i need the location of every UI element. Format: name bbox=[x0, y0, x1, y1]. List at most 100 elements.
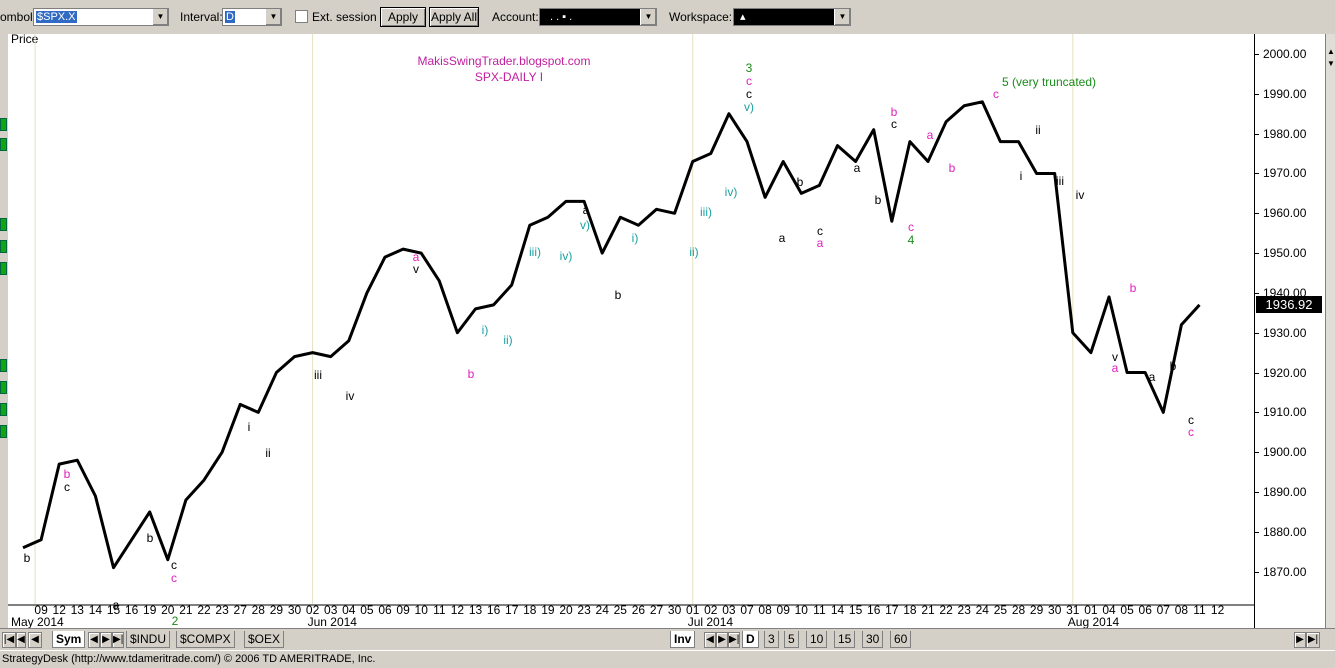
price-chart[interactable]: Price MakisSwingTrader.blogspot.com SPX-… bbox=[8, 32, 1254, 629]
apply-button[interactable]: Apply bbox=[380, 7, 426, 27]
chevron-down-icon[interactable]: ▼ bbox=[152, 9, 168, 25]
first-page-icon[interactable]: |◀ bbox=[2, 632, 16, 648]
account-value: . . ▪ . bbox=[550, 11, 573, 23]
chart-area[interactable]: Price MakisSwingTrader.blogspot.com SPX-… bbox=[8, 32, 1254, 629]
interval-value: D bbox=[225, 11, 235, 23]
tab-interval-10[interactable]: 10 bbox=[806, 631, 828, 648]
wave-label: b bbox=[1130, 281, 1137, 295]
date-tick-label: 01 bbox=[686, 603, 700, 617]
tab-interval-60[interactable]: 60 bbox=[890, 631, 912, 648]
price-tick-mark bbox=[1255, 133, 1259, 135]
wave-label: 5 (very truncated) bbox=[1002, 75, 1096, 89]
interval-last-icon[interactable]: ▶| bbox=[728, 632, 740, 648]
tool-icon[interactable] bbox=[0, 118, 7, 131]
date-tick-label: 24 bbox=[976, 603, 990, 617]
wave-label: 4 bbox=[908, 233, 915, 247]
tool-icon[interactable] bbox=[0, 381, 7, 394]
tab-compx[interactable]: $COMPX bbox=[176, 631, 235, 648]
tab-interval-5[interactable]: 5 bbox=[784, 631, 799, 648]
price-tick-mark bbox=[1255, 332, 1259, 334]
tool-icon[interactable] bbox=[0, 403, 7, 416]
wave-label: ii bbox=[265, 446, 270, 460]
tab-oex[interactable]: $OEX bbox=[244, 631, 285, 648]
symbol-combo[interactable]: $SPX.X ▼ bbox=[33, 8, 169, 26]
chevron-down-icon[interactable]: ▼ bbox=[834, 9, 850, 25]
status-bar: StrategyDesk (http://www.tdameritrade.co… bbox=[0, 650, 1335, 667]
date-tick-label: 26 bbox=[632, 603, 646, 617]
wave-label: ii) bbox=[689, 245, 698, 259]
workspace-combo[interactable]: ▴ ▼ bbox=[733, 8, 851, 26]
price-axis[interactable]: 2000.00 1990.00 1980.00 1970.00 1960.00 1950.… bbox=[1254, 34, 1326, 628]
hscroll-next-icon[interactable]: ▶ bbox=[1294, 632, 1306, 648]
prev-icon[interactable]: ◀ bbox=[28, 632, 42, 648]
tab-last-icon[interactable]: ▶| bbox=[112, 632, 124, 648]
date-tick-label: 05 bbox=[1120, 603, 1134, 617]
wave-label: b bbox=[1170, 359, 1177, 373]
wave-label: b bbox=[615, 288, 622, 302]
toolbar: ombol: $SPX.X ▼ Interval: D ▼ Ext. sessi… bbox=[0, 0, 1335, 34]
ext-session-checkbox[interactable] bbox=[295, 10, 308, 23]
tool-icon[interactable] bbox=[0, 359, 7, 372]
date-tick-label: 28 bbox=[252, 603, 266, 617]
scroll-down-icon[interactable]: ▼ bbox=[1327, 59, 1335, 68]
tab-interval-30[interactable]: 30 bbox=[862, 631, 884, 648]
wave-label: iii bbox=[314, 368, 322, 382]
month-label: Jul 2014 bbox=[688, 615, 734, 628]
date-tick-label: 28 bbox=[1012, 603, 1026, 617]
wave-label: i bbox=[1020, 169, 1023, 183]
date-tick-label: 11 bbox=[433, 603, 446, 617]
date-tick-label: 02 bbox=[306, 603, 320, 617]
account-combo[interactable]: . . ▪ . ▼ bbox=[539, 8, 657, 26]
wave-label: b bbox=[24, 551, 31, 565]
wave-label: iv bbox=[346, 389, 355, 403]
date-tick-label: 15 bbox=[849, 603, 863, 617]
price-tick-mark bbox=[1255, 292, 1259, 294]
tool-icon[interactable] bbox=[0, 138, 7, 151]
date-tick-label: 04 bbox=[1102, 603, 1116, 617]
date-tick-label: 08 bbox=[758, 603, 772, 617]
chevron-down-icon[interactable]: ▼ bbox=[265, 9, 281, 25]
price-tick-mark bbox=[1255, 213, 1259, 215]
interval-next-icon[interactable]: ▶ bbox=[716, 632, 728, 648]
price-tick-mark bbox=[1255, 54, 1259, 55]
date-tick-label: 31 bbox=[1066, 603, 1080, 617]
price-axis-title: Price bbox=[11, 34, 39, 46]
apply-all-button[interactable]: Apply All bbox=[429, 7, 479, 27]
date-tick-label: 20 bbox=[161, 603, 175, 617]
right-scrollbar[interactable]: ▲ ▼ bbox=[1325, 34, 1335, 628]
tab-inv[interactable]: Inv bbox=[670, 631, 696, 648]
price-tick-label: 1900.00 bbox=[1263, 445, 1307, 460]
tab-interval-d[interactable]: D bbox=[742, 631, 759, 648]
tab-next-icon[interactable]: ▶ bbox=[100, 632, 112, 648]
date-tick-label: 13 bbox=[469, 603, 483, 617]
wave-label: c bbox=[746, 74, 752, 88]
interval-label: Interval: bbox=[180, 10, 223, 24]
prev-page-icon[interactable]: ◀ bbox=[16, 632, 26, 648]
tab-interval-3[interactable]: 3 bbox=[764, 631, 779, 648]
date-tick-label: 27 bbox=[650, 603, 664, 617]
tab-sym[interactable]: Sym bbox=[52, 631, 86, 648]
date-tick-label: 12 bbox=[53, 603, 67, 617]
date-tick-label: 14 bbox=[89, 603, 103, 617]
tool-icon[interactable] bbox=[0, 240, 7, 253]
date-tick-label: 29 bbox=[1030, 603, 1044, 617]
tool-icon[interactable] bbox=[0, 262, 7, 275]
tab-prev-icon[interactable]: ◀ bbox=[88, 632, 100, 648]
wave-label: 3 bbox=[746, 61, 753, 75]
interval-combo[interactable]: D ▼ bbox=[222, 8, 282, 26]
date-tick-label: 16 bbox=[125, 603, 139, 617]
date-tick-label: 16 bbox=[867, 603, 881, 617]
date-tick-label: 17 bbox=[505, 603, 519, 617]
hscroll-last-icon[interactable]: ▶| bbox=[1306, 632, 1320, 648]
tab-interval-15[interactable]: 15 bbox=[834, 631, 856, 648]
wave-label: c bbox=[746, 87, 752, 101]
date-tick-label: 18 bbox=[903, 603, 917, 617]
scroll-up-icon[interactable]: ▲ bbox=[1327, 47, 1335, 56]
tool-icon[interactable] bbox=[0, 218, 7, 231]
date-tick-label: 09 bbox=[777, 603, 791, 617]
chevron-down-icon[interactable]: ▼ bbox=[640, 9, 656, 25]
tool-icon[interactable] bbox=[0, 425, 7, 438]
interval-prev-icon[interactable]: ◀ bbox=[704, 632, 716, 648]
wave-label: c bbox=[891, 117, 897, 131]
tab-indu[interactable]: $INDU bbox=[126, 631, 171, 648]
